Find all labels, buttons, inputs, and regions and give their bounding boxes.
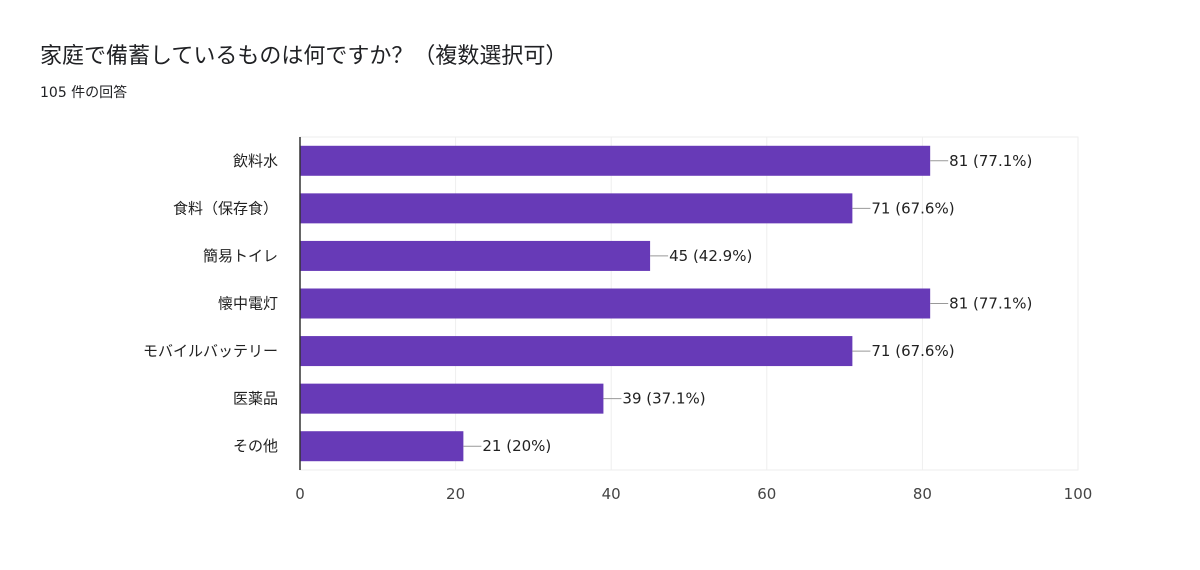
x-tick-label: 20 — [446, 485, 465, 503]
bar — [300, 336, 853, 367]
x-tick-label: 0 — [295, 485, 305, 503]
response-count: 105 件の回答 — [40, 85, 128, 101]
bar — [300, 383, 604, 414]
data-label: 71 (67.6%) — [871, 342, 954, 360]
category-label: 食料（保存食） — [173, 199, 278, 217]
data-label: 81 (77.1%) — [949, 295, 1032, 313]
bar — [300, 240, 651, 271]
data-label: 21 (20%) — [482, 437, 551, 455]
category-label: その他 — [233, 437, 278, 455]
x-tick-label: 100 — [1064, 485, 1093, 503]
chart-title: 家庭で備蓄しているものは何ですか？（複数選択可） — [40, 44, 568, 69]
bar — [300, 288, 931, 319]
bar — [300, 145, 931, 176]
data-label: 45 (42.9%) — [669, 247, 752, 265]
x-tick-label: 60 — [757, 485, 776, 503]
data-label: 39 (37.1%) — [622, 390, 705, 408]
data-label: 81 (77.1%) — [949, 152, 1032, 170]
x-tick-label: 40 — [602, 485, 621, 503]
category-label: 医薬品 — [233, 390, 278, 408]
data-label: 71 (67.6%) — [871, 199, 954, 217]
category-label: 懐中電灯 — [218, 295, 278, 313]
category-label: 飲料水 — [233, 152, 278, 170]
bar — [300, 193, 853, 224]
bar — [300, 431, 464, 462]
x-tick-label: 80 — [913, 485, 932, 503]
category-label: 簡易トイレ — [203, 247, 278, 265]
category-label: モバイルバッテリー — [143, 342, 278, 360]
